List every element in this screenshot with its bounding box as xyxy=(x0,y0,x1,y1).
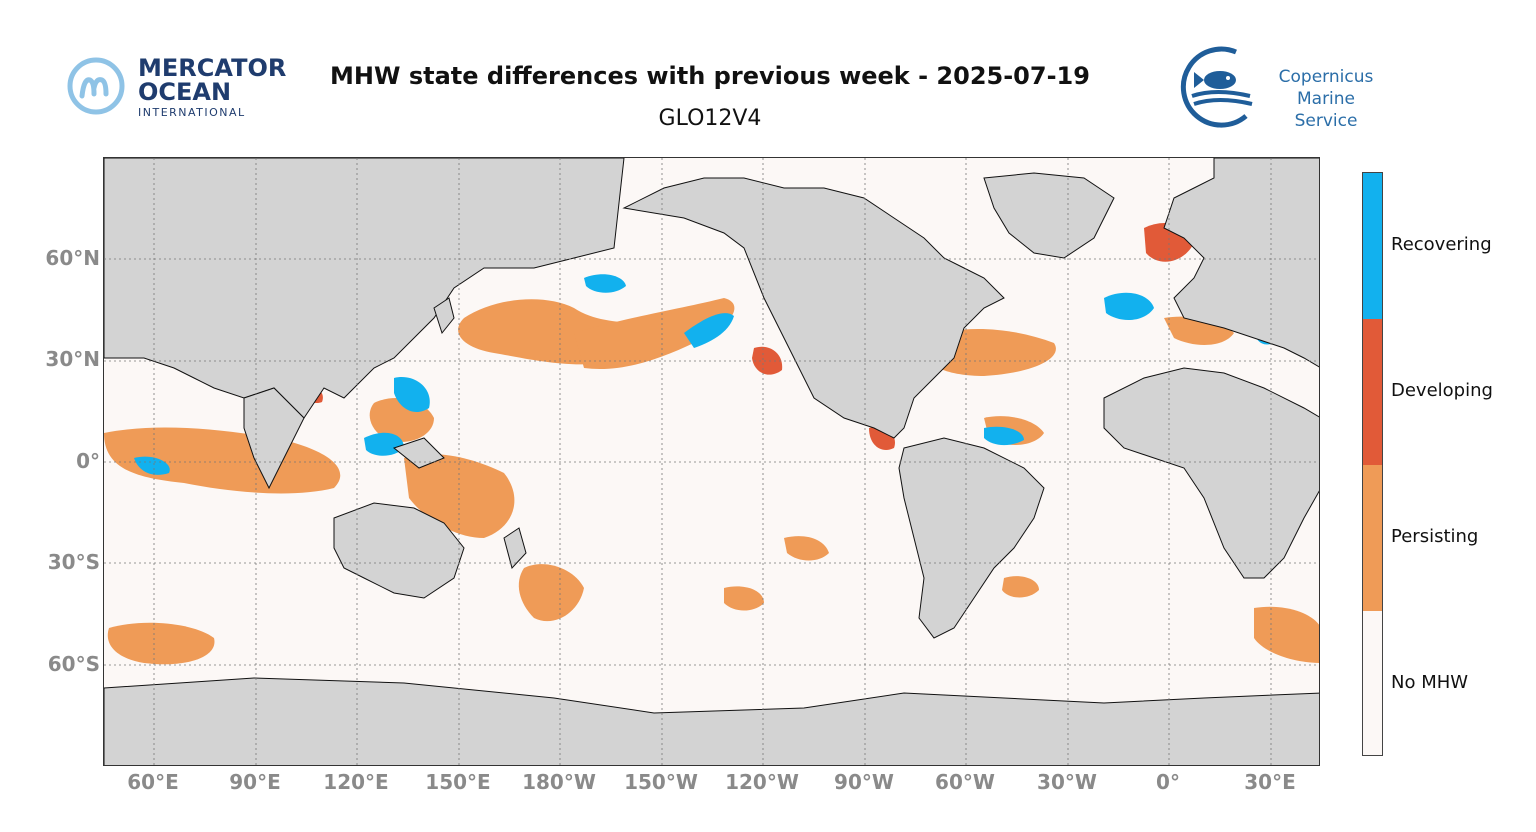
x-tick-label: 150°W xyxy=(624,770,698,794)
map-canvas xyxy=(104,158,1319,765)
chart-title: MHW state differences with previous week… xyxy=(330,62,1090,90)
y-tick-label: 30°N xyxy=(45,347,100,371)
copernicus-logo: Copernicus Marine Service xyxy=(1176,44,1396,131)
legend-swatch-persisting xyxy=(1363,465,1382,611)
x-tick-label: 180°W xyxy=(522,770,596,794)
legend-swatch-recovering xyxy=(1363,173,1382,319)
logo-left-line3: INTERNATIONAL xyxy=(138,106,246,119)
x-tick-label: 150°E xyxy=(425,770,491,794)
logo-right-line1: Copernicus xyxy=(1278,67,1374,87)
legend-label: Developing xyxy=(1391,380,1493,401)
logo-left-line2: OCEAN xyxy=(138,78,232,106)
logo-right-line2: Marine Service xyxy=(1294,89,1358,131)
x-tick-label: 120°E xyxy=(323,770,389,794)
x-tick-label: 90°E xyxy=(229,770,281,794)
legend-colorbar xyxy=(1362,172,1383,756)
legend-label: No MHW xyxy=(1391,672,1469,693)
land xyxy=(104,158,1319,765)
x-tick-label: 60°E xyxy=(127,770,179,794)
legend-label: Persisting xyxy=(1391,526,1479,547)
mercator-m-icon xyxy=(67,57,125,115)
logo-left-line1: MERCATOR xyxy=(138,54,287,82)
x-tick-label: 120°W xyxy=(725,770,799,794)
x-tick-label: 30°W xyxy=(1037,770,1097,794)
legend-swatch-no-mhw xyxy=(1363,611,1382,755)
x-tick-label: 90°W xyxy=(834,770,894,794)
y-tick-label: 60°S xyxy=(47,652,100,676)
fish-icon xyxy=(1180,46,1253,128)
chart-subtitle: GLO12V4 xyxy=(658,106,762,131)
graticule xyxy=(104,158,1319,765)
y-tick-label: 60°N xyxy=(45,246,100,270)
legend-swatch-developing xyxy=(1363,319,1382,465)
y-tick-label: 30°S xyxy=(47,550,100,574)
x-tick-label: 30°E xyxy=(1244,770,1296,794)
mhw-map xyxy=(103,157,1320,766)
x-tick-label: 0° xyxy=(1156,770,1180,794)
legend-label: Recovering xyxy=(1391,234,1492,255)
y-tick-label: 0° xyxy=(76,449,100,473)
mercator-logo: MERCATOR OCEAN INTERNATIONAL xyxy=(66,52,286,122)
x-tick-label: 60°W xyxy=(935,770,995,794)
